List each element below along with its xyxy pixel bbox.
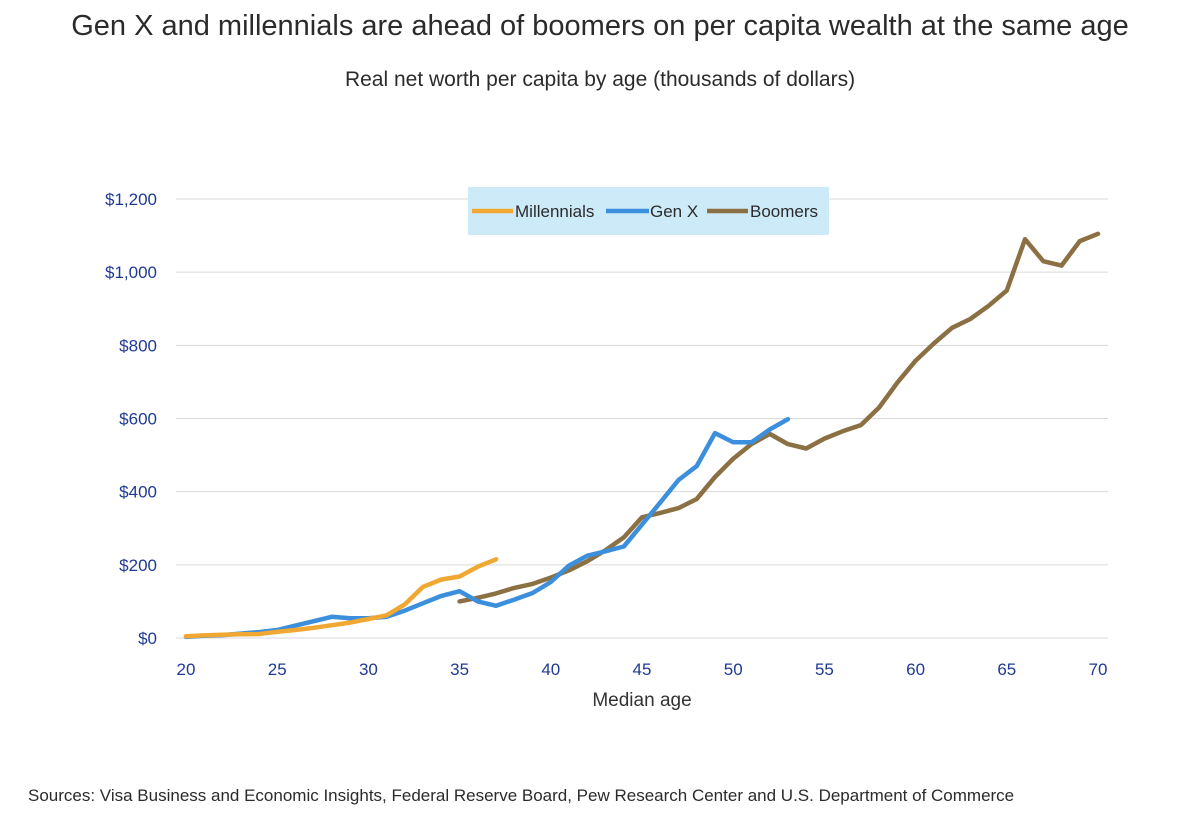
line-chart: $0 $200 $400 $600 $800 $1,000 $1,200 20 25 30 35 4… <box>105 187 1108 711</box>
x-tick-label: 55 <box>815 660 834 679</box>
y-tick-label: $400 <box>119 483 157 502</box>
series-lines <box>183 231 1101 640</box>
x-tick-label: 45 <box>633 660 652 679</box>
legend-label: Gen X <box>650 202 698 221</box>
y-tick-label: $0 <box>138 629 157 648</box>
x-tick-label: 60 <box>906 660 925 679</box>
x-tick-label: 65 <box>997 660 1016 679</box>
x-tick-label: 70 <box>1089 660 1108 679</box>
x-tick-label: 50 <box>724 660 743 679</box>
y-tick-label: $800 <box>119 336 157 355</box>
legend: Millennials Gen X Boomers <box>468 187 829 235</box>
y-tick-label: $1,200 <box>105 190 157 209</box>
series-line-boomers <box>457 231 1101 604</box>
y-tick-label: $1,000 <box>105 263 157 282</box>
grid-lines <box>176 198 1108 639</box>
y-axis-ticks: $0 $200 $400 $600 $800 $1,000 $1,200 <box>105 190 157 648</box>
x-tick-label: 40 <box>541 660 560 679</box>
x-tick-label: 30 <box>359 660 378 679</box>
x-tick-label: 20 <box>177 660 196 679</box>
x-tick-label: 25 <box>268 660 287 679</box>
series-line-gen-x <box>183 416 791 640</box>
legend-label: Millennials <box>515 202 594 221</box>
source-note: Sources: Visa Business and Economic Insi… <box>28 786 1015 805</box>
chart-title: Gen X and millennials are ahead of boome… <box>71 10 1129 42</box>
x-tick-label: 35 <box>450 660 469 679</box>
x-axis-label: Median age <box>592 690 691 711</box>
y-tick-label: $600 <box>119 410 157 429</box>
legend-label: Boomers <box>750 202 818 221</box>
x-axis-ticks: 20 25 30 35 40 45 50 55 60 65 70 <box>177 660 1108 679</box>
series-line-millennials <box>183 557 499 639</box>
chart-subtitle: Real net worth per capita by age (thousa… <box>344 68 856 91</box>
y-tick-label: $200 <box>119 556 157 575</box>
